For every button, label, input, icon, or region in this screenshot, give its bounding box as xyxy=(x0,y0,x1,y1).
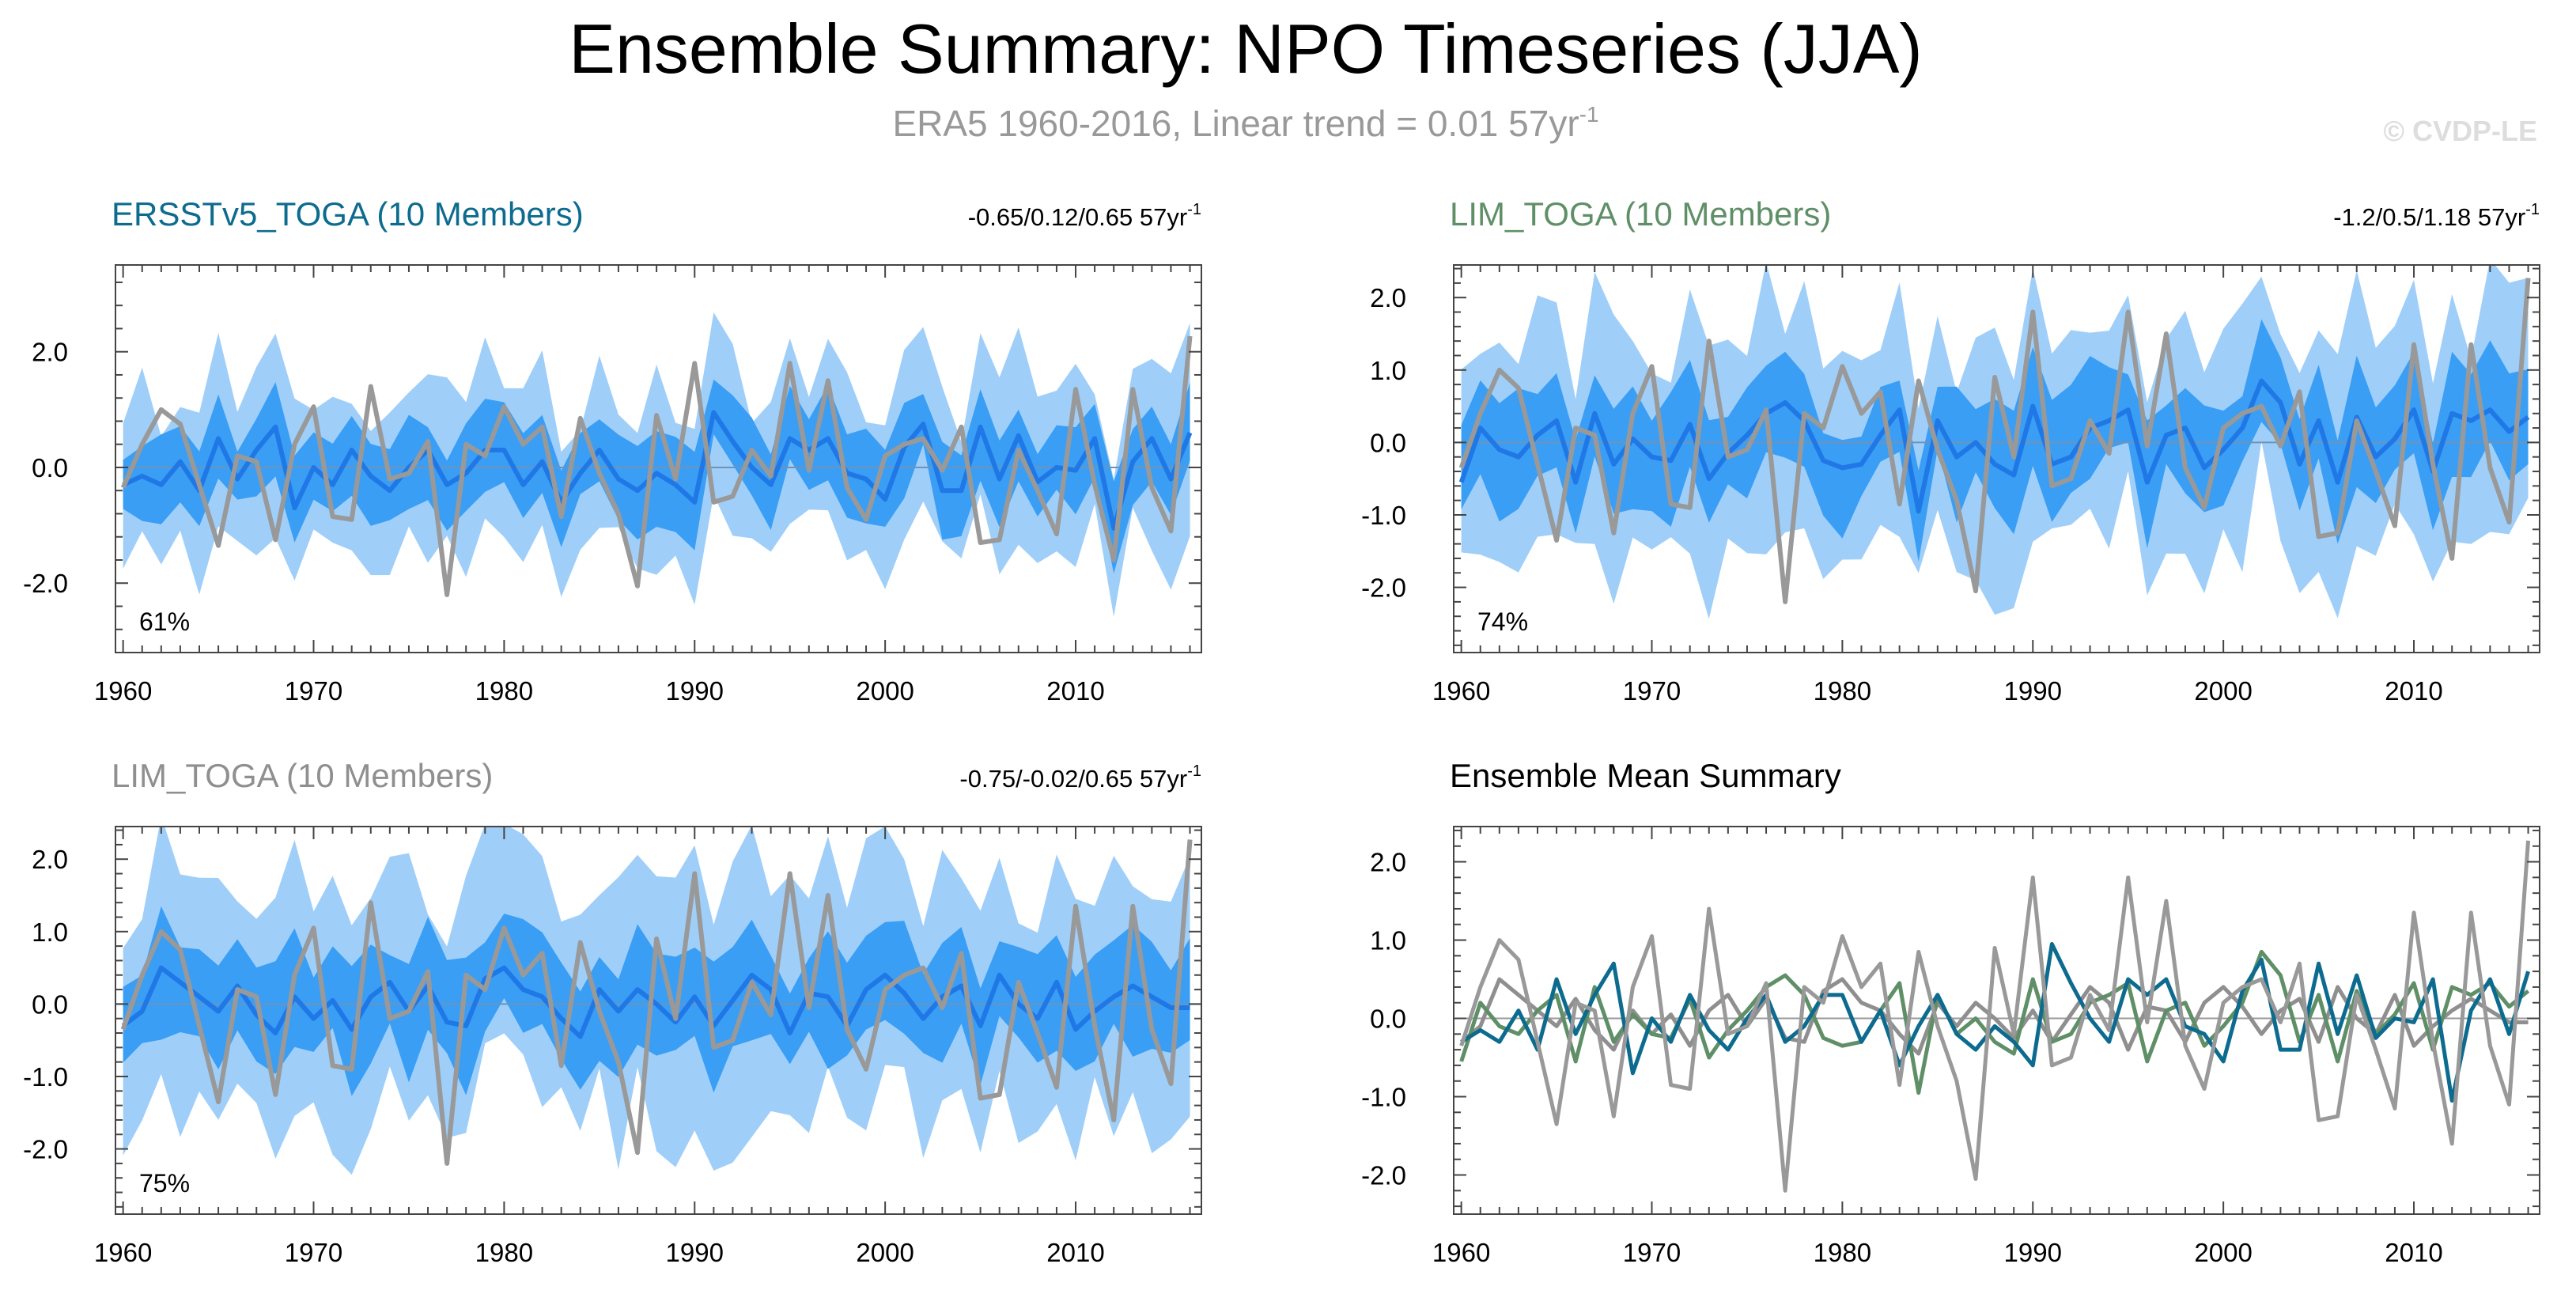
x-tick-label: 1980 xyxy=(1814,676,1871,706)
x-tick-label: 1970 xyxy=(285,1238,342,1267)
trend-text: -0.65/0.12/0.65 57yr xyxy=(968,203,1187,231)
x-tick-label: 1980 xyxy=(475,676,533,706)
panel-title: LIM_TOGA (10 Members) xyxy=(1450,195,1831,233)
panel-title: LIM_TOGA (10 Members) xyxy=(112,757,493,794)
y-tick-label: -1.0 xyxy=(1361,501,1406,530)
y-tick-label: 2.0 xyxy=(1370,848,1406,877)
ersst-mean-line xyxy=(1460,941,2530,1103)
x-tick-label: 2000 xyxy=(856,1238,914,1267)
x-tick-label: 1960 xyxy=(1432,1238,1490,1267)
y-tick-label: 2.0 xyxy=(32,338,68,367)
figure-subtitle-text: ERA5 1960-2016, Linear trend = 0.01 57yr xyxy=(892,103,1579,144)
y-tick-label: -2.0 xyxy=(23,1135,68,1164)
observed-line xyxy=(120,335,1193,597)
ensemble-mean-line xyxy=(121,965,1190,1039)
plot-area xyxy=(1454,840,2540,1193)
x-tick-label: 2010 xyxy=(1046,676,1104,706)
y-tick-label: 1.0 xyxy=(1370,356,1406,385)
plot-area xyxy=(1454,265,2540,619)
panel-percent-label: 74% xyxy=(1477,607,1528,636)
x-tick-label: 1960 xyxy=(94,1238,152,1267)
y-tick-label: 1.0 xyxy=(1370,926,1406,955)
x-tick-label: 1990 xyxy=(2004,676,2062,706)
ensemble-mean-line xyxy=(122,410,1193,531)
trend-text: -1.2/0.5/1.18 57yr xyxy=(2333,203,2525,231)
panel-trend-label: -1.2/0.5/1.18 57yr-1 xyxy=(2333,201,2540,231)
x-tick-label: 2010 xyxy=(2385,1238,2442,1267)
x-tick-label: 2000 xyxy=(856,676,914,706)
plot-area xyxy=(115,827,1201,1175)
watermark: © CVDP-LE xyxy=(2383,115,2537,147)
plot-frame xyxy=(115,264,1202,653)
plot-area xyxy=(115,312,1201,617)
figure-subtitle-sup: -1 xyxy=(1579,102,1599,127)
x-tick-label: 1980 xyxy=(1814,1238,1871,1267)
x-tick-label: 2010 xyxy=(2385,676,2442,706)
x-tick-label: 1970 xyxy=(1623,676,1681,706)
x-tick-label: 2010 xyxy=(1046,1238,1104,1267)
y-tick-label: 2.0 xyxy=(1370,283,1406,312)
x-tick-label: 1990 xyxy=(2004,1238,2062,1267)
x-tick-label: 2000 xyxy=(2194,1238,2252,1267)
x-tick-label: 1960 xyxy=(94,676,152,706)
y-tick-label: 2.0 xyxy=(32,845,68,874)
x-tick-label: 1970 xyxy=(285,676,342,706)
trend-sup: -1 xyxy=(1187,762,1201,780)
y-tick-label: -1.0 xyxy=(23,1062,68,1092)
plot-frame xyxy=(1453,264,2540,653)
panel-percent-label: 61% xyxy=(139,607,190,636)
panel-4: Ensemble Mean Summary 1960 1970 1980 1990 200… xyxy=(1361,757,2540,1267)
y-tick-label: 0.0 xyxy=(32,453,68,482)
panel-trend-label: -0.65/0.12/0.65 57yr-1 xyxy=(968,201,1201,231)
x-tick-label: 1990 xyxy=(666,1238,724,1267)
y-tick-label: 0.0 xyxy=(1370,1005,1406,1034)
observed-line xyxy=(1459,840,2531,1193)
y-tick-label: 0.0 xyxy=(1370,428,1406,457)
panel-trend-label: -0.75/-0.02/0.65 57yr-1 xyxy=(959,762,1201,793)
y-tick-label: 1.0 xyxy=(32,918,68,947)
plot-frame xyxy=(115,826,1202,1215)
x-tick-label: 2000 xyxy=(2194,676,2252,706)
panel-3: LIM_TOGA (10 Members) -0.75/-0.02/0.65 57… xyxy=(23,757,1202,1267)
x-tick-label: 1980 xyxy=(475,1238,533,1267)
y-tick-label: -2.0 xyxy=(1361,1161,1406,1190)
x-tick-label: 1960 xyxy=(1432,676,1490,706)
lim-green-mean-line xyxy=(1459,949,2530,1095)
y-tick-label: -1.0 xyxy=(1361,1083,1406,1112)
trend-sup: -1 xyxy=(1187,201,1201,218)
observed-line xyxy=(1458,278,2531,604)
ensemble-mean-line xyxy=(1458,378,2530,514)
trend-text: -0.75/-0.02/0.65 57yr xyxy=(959,765,1187,793)
y-tick-label: 0.0 xyxy=(32,989,68,1019)
panel-percent-label: 75% xyxy=(139,1169,190,1198)
figure-subtitle: ERA5 1960-2016, Linear trend = 0.01 57yr… xyxy=(892,102,1598,144)
panel-title: ERSSTv5_TOGA (10 Members) xyxy=(112,195,584,233)
x-tick-label: 1990 xyxy=(666,676,724,706)
panel-title: Ensemble Mean Summary xyxy=(1450,757,1841,794)
figure-title: Ensemble Summary: NPO Timeseries (JJA) xyxy=(569,9,1923,88)
y-tick-label: -2.0 xyxy=(23,569,68,598)
observed-line xyxy=(120,839,1193,1166)
x-tick-label: 1970 xyxy=(1623,1238,1681,1267)
panel-2: LIM_TOGA (10 Members) -1.2/0.5/1.18 57yr-… xyxy=(1361,195,2540,706)
trend-sup: -1 xyxy=(2525,201,2540,218)
panel-1: ERSSTv5_TOGA (10 Members) -0.65/0.12/0.65… xyxy=(23,195,1202,706)
panels: ERSSTv5_TOGA (10 Members) -0.65/0.12/0.65… xyxy=(23,195,2540,1267)
plot-frame xyxy=(1453,826,2540,1215)
y-tick-label: -2.0 xyxy=(1361,573,1406,603)
